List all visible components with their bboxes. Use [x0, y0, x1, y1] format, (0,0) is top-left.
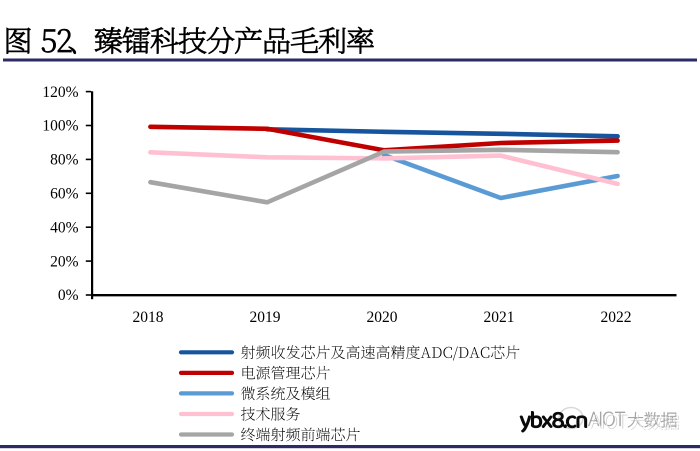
svg-text:0%: 0%	[58, 287, 79, 304]
svg-text:120%: 120%	[42, 84, 78, 101]
svg-text:20%: 20%	[50, 253, 79, 270]
svg-text:2019: 2019	[250, 309, 281, 326]
svg-text:40%: 40%	[50, 219, 79, 236]
svg-text:2020: 2020	[367, 309, 398, 326]
svg-text:2022: 2022	[601, 309, 632, 326]
svg-text:100%: 100%	[42, 118, 78, 135]
svg-text:2021: 2021	[484, 309, 515, 326]
svg-text:80%: 80%	[50, 152, 79, 169]
svg-text:60%: 60%	[50, 186, 79, 203]
svg-text:2018: 2018	[133, 309, 164, 326]
